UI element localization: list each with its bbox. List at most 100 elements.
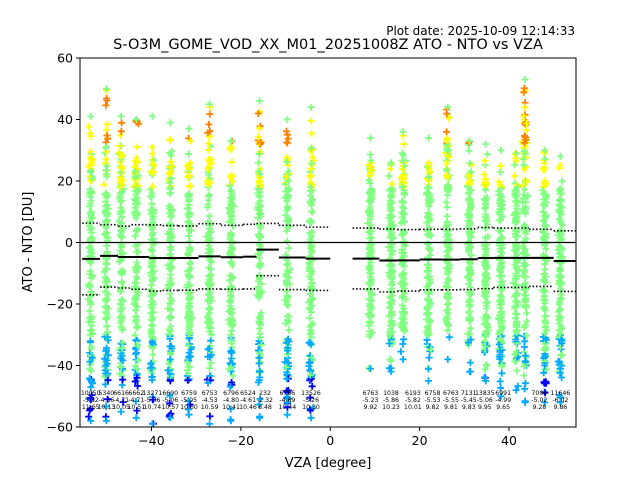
scatter-point <box>86 406 94 414</box>
scatter-point <box>226 232 234 240</box>
scatter-point <box>133 365 141 373</box>
scatter-point <box>521 111 529 119</box>
scatter-point <box>257 280 265 288</box>
bin-std-label: 10.46 <box>239 404 257 411</box>
scatter-point <box>206 288 214 296</box>
scatter-point <box>445 277 453 285</box>
scatter-point <box>308 228 316 236</box>
scatter-point <box>482 140 490 148</box>
scatter-point <box>555 271 563 279</box>
x-tick-label: −20 <box>228 433 254 448</box>
scatter-point <box>496 377 504 385</box>
scatter-point <box>286 265 294 273</box>
scatter-point <box>425 280 433 288</box>
scatter-point <box>132 266 140 274</box>
scatter-point <box>133 273 140 281</box>
bin-count-label: 6796 <box>223 390 239 397</box>
scatter-point <box>443 128 450 136</box>
scatter-point <box>133 227 140 235</box>
x-tick-label: 20 <box>412 433 428 448</box>
scatter-point <box>445 333 453 341</box>
scatter-point <box>444 265 452 273</box>
bin-std-label: 10.13 <box>98 404 116 411</box>
scatter-point <box>464 339 472 347</box>
scatter-point <box>206 100 214 108</box>
scatter-layer <box>84 76 566 427</box>
scatter-point <box>132 397 140 405</box>
scatter-point <box>365 208 373 216</box>
scatter-point <box>482 277 490 284</box>
scatter-point <box>87 161 95 169</box>
scatter-column <box>509 149 523 394</box>
scatter-point <box>387 325 394 333</box>
bin-annotation: 11646-6.029.86 <box>551 390 571 411</box>
scatter-point <box>443 282 451 290</box>
scatter-point <box>206 212 213 220</box>
scatter-point <box>102 295 110 303</box>
scatter-point <box>521 76 529 83</box>
scatter-point <box>204 379 212 387</box>
scatter-point <box>205 320 212 327</box>
scatter-point <box>364 228 372 236</box>
scatter-point <box>185 125 193 133</box>
scatter-point <box>523 178 531 186</box>
scatter-point <box>496 168 504 176</box>
scatter-point <box>132 414 140 422</box>
scatter-point <box>424 240 432 248</box>
scatter-point <box>540 369 548 377</box>
scatter-point <box>480 171 488 178</box>
scatter-point <box>88 249 96 257</box>
scatter-point <box>102 315 110 323</box>
scatter-point <box>284 395 292 403</box>
scatter-point <box>118 165 126 173</box>
bin-mean-label: -6.02 <box>552 397 568 404</box>
scatter-point <box>228 158 236 166</box>
scatter-point <box>134 382 142 390</box>
scatter-point <box>102 417 110 425</box>
scatter-point <box>554 231 562 239</box>
scatter-point <box>442 222 450 230</box>
scatter-point <box>482 329 490 337</box>
scatter-point <box>465 296 473 304</box>
scatter-point <box>285 326 293 334</box>
scatter-point <box>225 365 233 373</box>
scatter-point <box>307 198 315 206</box>
scatter-point <box>399 340 407 348</box>
scatter-point <box>88 354 96 362</box>
bin-mean-label: -5.06 <box>162 397 178 404</box>
scatter-point <box>389 235 397 242</box>
scatter-point <box>367 247 375 255</box>
bin-std-label: 9.86 <box>553 404 567 411</box>
bin-annotation: 7004-5.029.28 <box>531 390 547 411</box>
scatter-point <box>148 291 156 299</box>
scatter-point <box>185 353 193 361</box>
bin-mean-label: -5.55 <box>443 397 459 404</box>
scatter-point <box>186 282 194 290</box>
scatter-point <box>103 162 111 170</box>
scatter-point <box>465 330 473 338</box>
scatter-point <box>227 137 235 145</box>
scatter-point <box>555 206 563 214</box>
scatter-point <box>523 309 531 317</box>
scatter-point <box>130 195 138 203</box>
scatter-point <box>284 161 292 169</box>
scatter-point <box>284 135 292 143</box>
scatter-point <box>523 332 530 340</box>
scatter-point <box>228 340 236 347</box>
scatter-point <box>118 278 126 286</box>
scatter-point <box>204 180 212 188</box>
bin-std-label: 11.65 <box>82 404 100 411</box>
scatter-point <box>229 372 237 380</box>
scatter-point <box>367 365 374 373</box>
bin-count-label: 13835 <box>475 390 495 397</box>
scatter-point <box>444 299 452 307</box>
scatter-point <box>147 263 155 271</box>
scatter-point <box>255 354 263 362</box>
scatter-point <box>523 120 531 127</box>
scatter-point <box>227 308 235 316</box>
scatter-point <box>257 224 264 232</box>
scatter-point <box>134 186 142 194</box>
